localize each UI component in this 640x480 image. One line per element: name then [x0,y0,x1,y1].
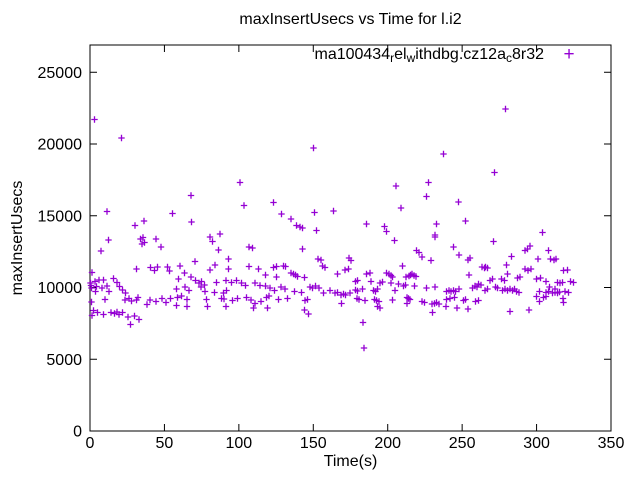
y-tick-label: 10000 [38,280,83,297]
x-tick-label: 100 [226,435,253,452]
x-tick-label: 300 [523,435,550,452]
y-tick-label: 0 [73,424,82,441]
x-tick-label: 0 [86,435,95,452]
y-tick-label: 20000 [38,137,83,154]
x-tick-label: 200 [374,435,401,452]
plot-border [89,44,612,432]
legend-text-segment: el [394,46,407,63]
x-tick-label: 250 [449,435,476,452]
x-axis-ticks: 0 50 100 150 200 250 300 350 [86,45,625,452]
y-axis-ticks: 0 5000 10000 15000 20000 25000 [38,65,611,441]
x-tick-label: 350 [598,435,625,452]
scatter-points [87,105,577,352]
y-tick-label: 25000 [38,65,83,82]
chart-title: maxInsertUsecs vs Time for l.i2 [239,11,462,28]
y-axis-label: maxInsertUsecs [9,180,26,296]
legend-text-segment: ma100434 [314,46,391,63]
legend-marker-icon: + [563,44,575,65]
x-tick-label: 150 [300,435,327,452]
legend-subscript: w [406,51,416,65]
legend-subscript: c [505,51,512,65]
x-axis-label: Time(s) [323,453,378,470]
legend: ma100434relwithdbg.cz12ac8r32 + [0,44,580,65]
y-tick-label: 5000 [46,352,82,369]
legend-subscript: r [390,51,395,65]
y-tick-label: 15000 [38,208,83,225]
legend-series-label: ma100434relwithdbg.cz12ac8r32 [314,46,544,65]
legend-text-segment: 8r32 [511,46,544,63]
x-tick-label: 50 [156,435,174,452]
legend-text-segment: ithdbg.cz12a [415,46,506,63]
